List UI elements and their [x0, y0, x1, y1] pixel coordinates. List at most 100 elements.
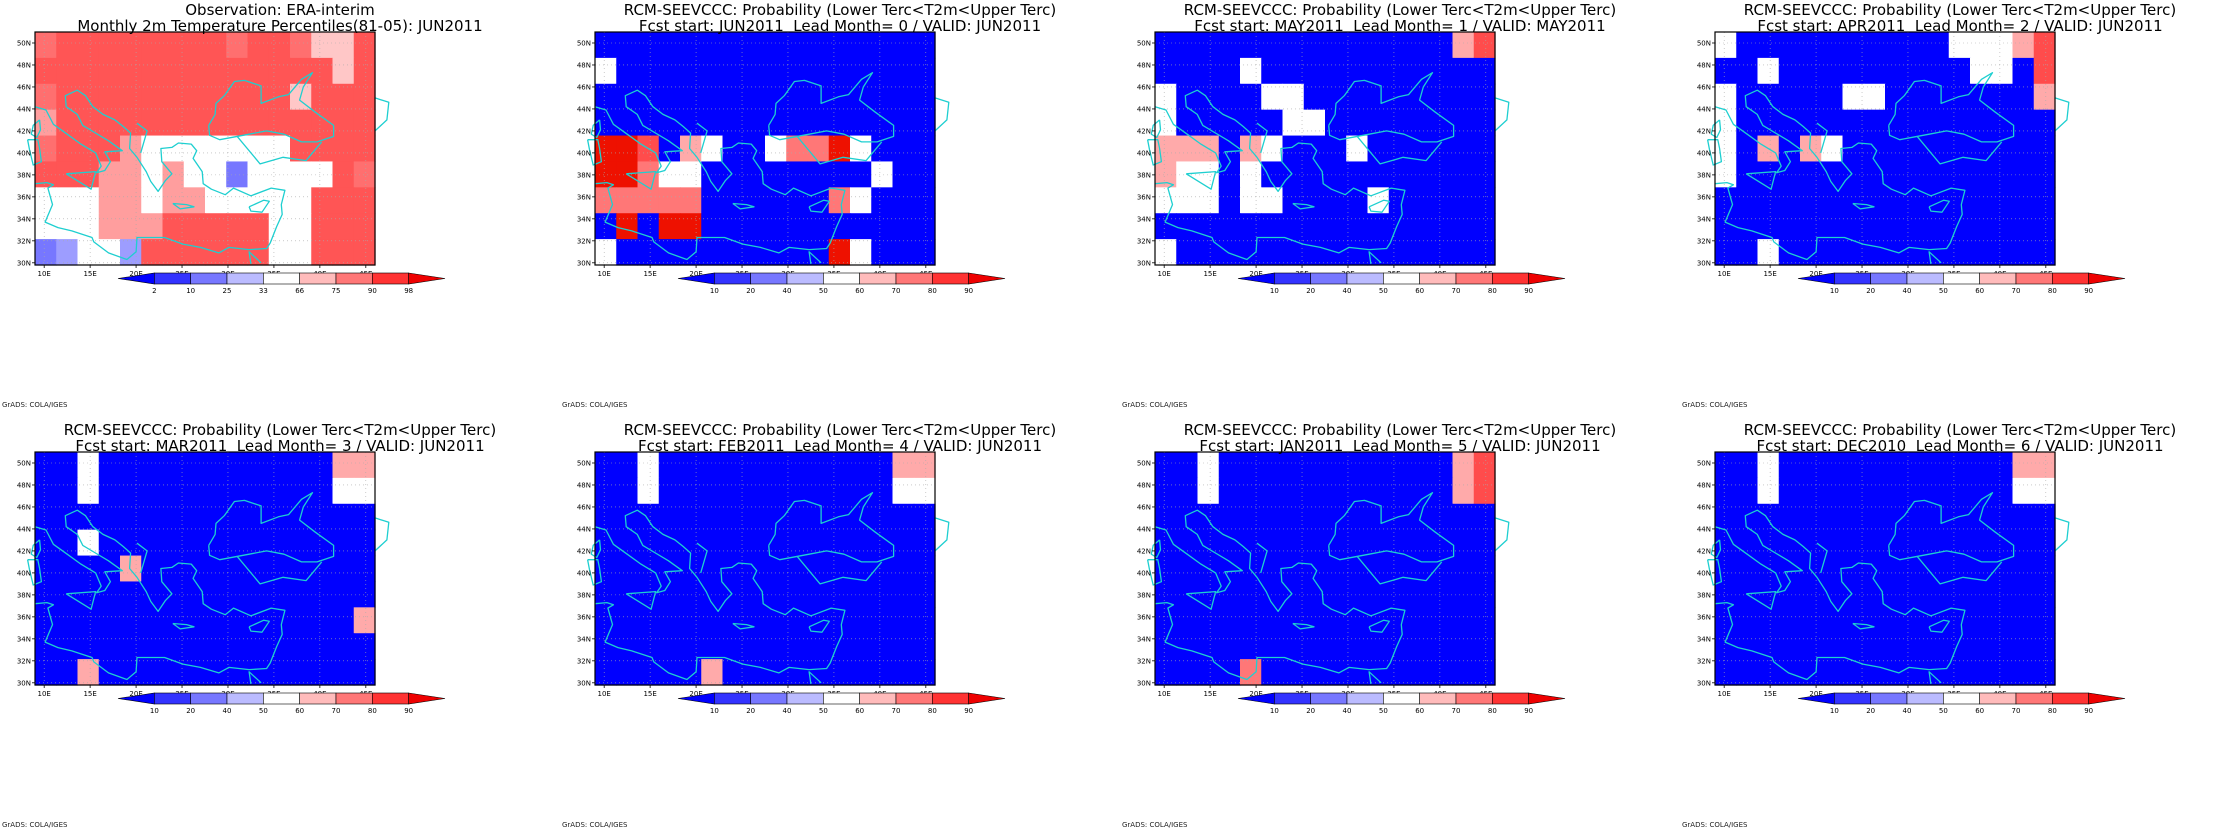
- grid-cell: [141, 135, 164, 163]
- grid-cell: [1388, 555, 1411, 583]
- grid-cell: [1906, 57, 1929, 85]
- grid-cell: [1303, 659, 1326, 686]
- grid-cell: [658, 239, 681, 266]
- grid-cell: [1346, 57, 1369, 85]
- grid-cell: [1863, 452, 1886, 479]
- grid-cell: [183, 213, 206, 240]
- grid-cell: [98, 477, 121, 505]
- cell-layer: [35, 32, 376, 266]
- grid-cell: [1842, 187, 1865, 214]
- grid-cell: [658, 83, 681, 111]
- grid-cell: [1176, 555, 1199, 583]
- grid-cell: [658, 659, 681, 686]
- y-tick-label: 46N: [577, 503, 591, 511]
- grid-cell: [162, 239, 185, 266]
- grid-cell: [35, 161, 57, 188]
- grid-cell: [35, 239, 57, 266]
- cell-layer: [1155, 452, 1496, 686]
- grid-cell: [35, 633, 57, 660]
- coastline: [1928, 199, 1950, 213]
- grid-cell: [765, 555, 787, 583]
- grid-cell: [1261, 135, 1284, 163]
- grid-cell: [1240, 503, 1262, 531]
- colorbar-segment: [408, 272, 446, 285]
- coastline: [236, 555, 323, 585]
- y-tick-label: 32N: [1137, 657, 1151, 665]
- grid-cell: [35, 83, 57, 111]
- grid-cell: [637, 477, 660, 505]
- grid-cell: [1970, 529, 1992, 557]
- grid-cell: [722, 477, 745, 505]
- grid-cell: [1863, 83, 1886, 111]
- grid-cell: [247, 477, 270, 505]
- grid-cell: [353, 135, 376, 163]
- grid-cell: [1778, 633, 1801, 660]
- y-tick-label: 44N: [17, 525, 31, 533]
- grid-cell: [311, 529, 334, 557]
- grid-cell: [1927, 633, 1950, 660]
- grid-cell: [2033, 83, 2056, 111]
- grid-cell: [1991, 659, 2014, 686]
- y-tick-label: 32N: [17, 657, 31, 665]
- grid-cell: [162, 452, 185, 479]
- grid-cell: [1155, 213, 1177, 240]
- grid-cell: [1970, 607, 1992, 634]
- grid-cell: [311, 477, 334, 505]
- grid-cell: [1885, 555, 1907, 583]
- grid-cell: [1715, 581, 1737, 608]
- coastline: [1150, 119, 1162, 139]
- grid-cell: [637, 607, 660, 634]
- grid-cell: [743, 659, 766, 686]
- y-tick-label: 38N: [17, 591, 31, 599]
- grid-cell: [1970, 213, 1992, 240]
- grid-cell: [98, 135, 121, 163]
- grid-cell: [1991, 161, 2014, 188]
- grid-cell: [1346, 503, 1369, 531]
- graticule: [1715, 452, 2055, 685]
- grid-cell: [1410, 633, 1432, 660]
- grid-cell: [1410, 529, 1432, 557]
- colorbar-label: 70: [2012, 707, 2021, 715]
- grid-cell: [892, 477, 915, 505]
- y-tick-label: 48N: [1137, 61, 1151, 69]
- x-tick-label: 10E: [38, 270, 51, 278]
- grid-cell: [2033, 452, 2056, 479]
- colorbar-segment: [2088, 272, 2126, 285]
- grid-cell: [892, 187, 915, 214]
- grid-cell: [1991, 32, 2014, 59]
- grid-cell: [680, 633, 702, 660]
- panel-title: RCM-SEEVCCC: Probability (Lower Terc<T2m…: [1743, 421, 2177, 439]
- grid-cell: [332, 187, 355, 214]
- colorbar-label: 80: [368, 707, 377, 715]
- grid-cell: [722, 161, 745, 188]
- grid-cell: [98, 32, 121, 59]
- grid-cell: [828, 213, 851, 240]
- colorbar-segment: [786, 692, 824, 705]
- grid-cell: [1927, 529, 1950, 557]
- grid-cell: [311, 503, 334, 531]
- grid-cell: [786, 529, 809, 557]
- colorbar-label: 10: [186, 287, 195, 295]
- grid-cell: [701, 161, 724, 188]
- grid-cell: [1473, 83, 1496, 111]
- grid-cell: [1715, 452, 1737, 479]
- grid-cell: [1821, 239, 1844, 266]
- grid-cell: [1863, 187, 1886, 214]
- colorbar-segment: [823, 692, 860, 705]
- grid-cell: [1736, 529, 1759, 557]
- colorbar-label: 50: [1379, 707, 1388, 715]
- grid-cell: [1261, 581, 1284, 608]
- coastline: [1928, 251, 1942, 264]
- grid-cell: [1906, 213, 1929, 240]
- y-tick-label: 42N: [17, 127, 31, 135]
- grid-cell: [2033, 477, 2056, 505]
- grid-cell: [701, 477, 724, 505]
- y-tick-label: 42N: [577, 127, 591, 135]
- grid-cell: [2012, 477, 2035, 505]
- y-tick-label: 46N: [1697, 83, 1711, 91]
- grid-cell: [247, 161, 270, 188]
- grid-cell: [1927, 109, 1950, 137]
- grid-cell: [226, 477, 249, 505]
- grid-cell: [807, 477, 830, 505]
